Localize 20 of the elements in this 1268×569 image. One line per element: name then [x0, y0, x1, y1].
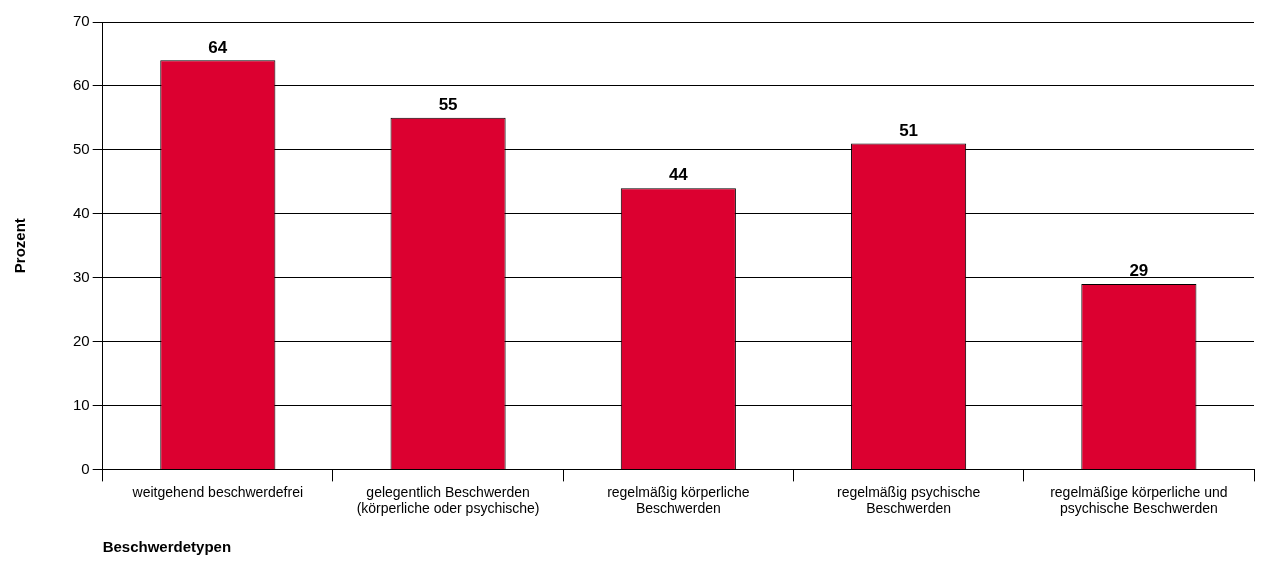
- y-tick-label: 60: [73, 76, 90, 94]
- y-tick-label: 10: [73, 395, 90, 413]
- data-label: 55: [438, 95, 458, 115]
- y-tick-label: 20: [73, 331, 90, 349]
- data-label: 51: [899, 120, 919, 140]
- data-label: 64: [208, 37, 228, 57]
- x-axis-title: Beschwerdetypen: [102, 538, 232, 556]
- y-tick-label: 30: [73, 267, 90, 285]
- x-tick-label: regelmäßig psychische Beschwerden: [837, 483, 981, 517]
- x-tick-label: regelmäßig körperliche Beschwerden: [607, 483, 750, 517]
- data-label: 29: [1129, 261, 1149, 281]
- y-tick-label: 40: [73, 203, 90, 221]
- x-tick-label: gelegentlich Beschwerden (körperliche oder psychische): [356, 483, 540, 517]
- y-axis-title: Prozent: [11, 218, 29, 274]
- x-tick-label: regelmäßige körperliche und psychische Beschwerden: [1050, 483, 1228, 517]
- data-label: 44: [668, 165, 689, 185]
- y-tick-label: 0: [81, 459, 90, 477]
- x-tick-label: weitgehend beschwerdefrei: [131, 483, 304, 500]
- y-tick-label: 70: [73, 12, 90, 30]
- y-tick-label: 50: [73, 139, 90, 157]
